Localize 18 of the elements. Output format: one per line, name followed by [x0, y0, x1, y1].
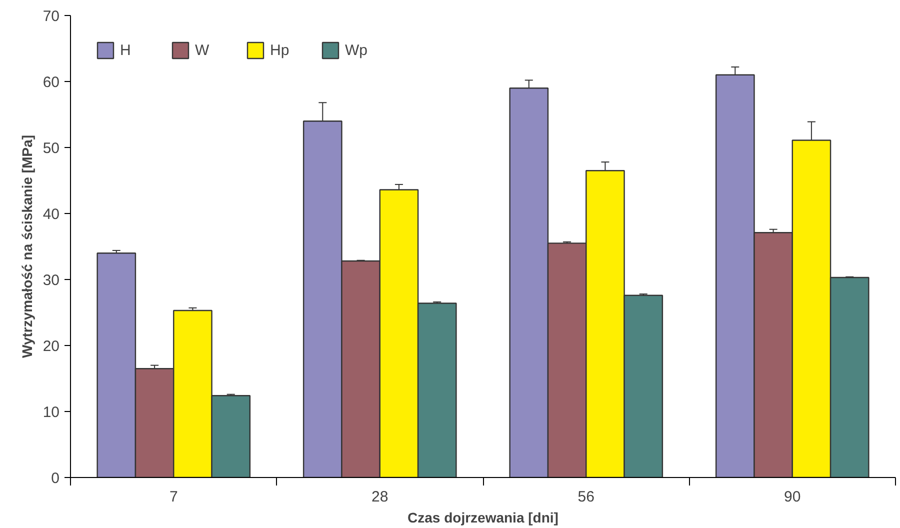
legend-label: W — [195, 42, 210, 58]
y-tick-label: 60 — [42, 74, 60, 91]
x-tick-label: 56 — [578, 488, 594, 506]
legend-label: Hp — [270, 42, 290, 58]
y-tick-label: 50 — [42, 140, 60, 157]
x-tick-label: 7 — [169, 488, 178, 506]
y-tick-label: 70 — [42, 8, 60, 25]
x-tick-label: 28 — [372, 488, 388, 506]
y-tick-label: 10 — [42, 404, 60, 421]
y-tick-label: 30 — [42, 272, 60, 289]
x-axis-title: Czas dojrzewania [dni] — [408, 510, 558, 526]
y-axis-title: Wytrzymałość na ściskanie [MPa] — [18, 134, 35, 358]
legend-label: Wp — [345, 42, 368, 58]
y-tick-label: 0 — [51, 470, 60, 487]
x-tick-label: 90 — [784, 488, 801, 506]
y-tick-label: 40 — [42, 206, 60, 223]
legend-label: H — [120, 42, 132, 58]
y-tick-label: 20 — [42, 338, 60, 355]
